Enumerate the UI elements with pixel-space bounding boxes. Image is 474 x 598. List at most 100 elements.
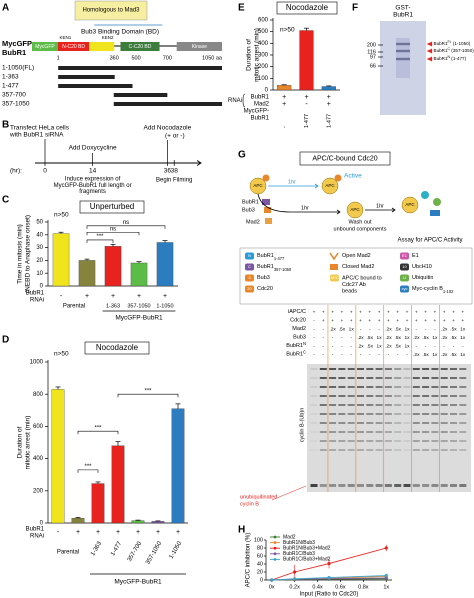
gel-band <box>403 368 411 370</box>
gel-band <box>422 422 430 424</box>
gel-band <box>459 377 467 379</box>
gel-cell: .2x <box>441 352 448 358</box>
gel-band <box>431 484 439 487</box>
gel-cell: .5x <box>394 326 401 332</box>
gel-cell: 1x <box>377 343 383 349</box>
y-axis-label: (NEBD to Anaphase onset) <box>25 215 32 293</box>
y-axis-label: Time in mitosis (min) <box>17 224 24 284</box>
band <box>396 42 410 46</box>
row-cell: - <box>305 101 308 108</box>
gel-band <box>384 431 392 433</box>
gel-band <box>329 413 337 415</box>
gel-cell: - <box>397 353 399 358</box>
significance-bracket <box>86 239 114 243</box>
label-part: BubR1 <box>286 343 303 349</box>
gel-band <box>450 431 457 433</box>
gel-cell: + <box>461 319 464 324</box>
row-cell: + <box>76 529 80 536</box>
gel-cell: - <box>341 353 343 358</box>
label-part: BubR1 <box>434 56 448 61</box>
label-part: BubR1 <box>434 48 448 53</box>
label-sub: 357-1050 <box>274 267 292 272</box>
gel-band <box>310 386 318 388</box>
gel-cell: + <box>406 319 409 324</box>
gel-band <box>319 422 327 424</box>
gel-cell: 1x <box>432 335 438 341</box>
gel-cell: + <box>322 310 325 315</box>
row-label: BubR1 <box>26 291 45 297</box>
label-part: Closed Mad2 <box>342 264 374 270</box>
gel-band <box>440 377 448 379</box>
gel-cell: .5x <box>422 335 429 341</box>
fragment-bar <box>58 66 222 70</box>
gel-band <box>403 431 411 433</box>
gel-band <box>459 449 467 451</box>
gel-band <box>412 386 420 388</box>
gel-cell: + <box>359 310 362 315</box>
gel-band <box>366 413 374 415</box>
gel-band <box>329 484 337 487</box>
label: APC <box>325 183 335 188</box>
point <box>327 576 331 580</box>
gel-cell: + <box>387 310 390 315</box>
row-cell: 1-477 <box>326 114 332 128</box>
title-box <box>84 341 150 355</box>
row-cell: + <box>163 293 167 300</box>
gel-band <box>440 395 448 397</box>
legend-icon <box>330 264 338 270</box>
gel-band <box>319 431 327 433</box>
gel-band <box>310 440 318 442</box>
gel-band <box>338 368 346 370</box>
y-tick-label: 40 <box>257 561 263 567</box>
gel-band <box>450 449 457 451</box>
row-label: Mad2 <box>254 102 270 108</box>
gel-band <box>422 449 430 451</box>
gel-band <box>347 404 355 406</box>
label: Cdc27 Ab <box>342 282 366 288</box>
gel-cell: - <box>388 353 390 358</box>
label-part: Myc-cyclin B <box>412 286 443 292</box>
gel-band <box>422 395 430 397</box>
gel-cell: + <box>461 310 464 315</box>
gel-band <box>422 386 430 388</box>
gel-band <box>450 484 457 487</box>
legend-marker <box>273 552 277 556</box>
gel-cell: + <box>387 319 390 324</box>
bar <box>51 389 65 524</box>
gel-cell: - <box>415 327 417 332</box>
gel-band <box>366 422 374 424</box>
panel-label: F <box>352 3 358 14</box>
label-part: Bub3 <box>257 275 270 281</box>
gel-band <box>431 386 439 388</box>
gel-cell: .5x <box>367 343 374 349</box>
gel-band <box>366 386 374 388</box>
label: Bub3 <box>242 207 255 213</box>
note: n>50 <box>54 351 69 358</box>
gel-cell: .5x <box>450 352 457 358</box>
label: 200 <box>367 42 376 48</box>
group-label: Parental <box>63 304 85 310</box>
panel-label: C <box>2 195 9 206</box>
gel-band <box>440 440 448 442</box>
gel-cell: - <box>313 353 315 358</box>
gel-cell: - <box>332 344 334 349</box>
label: 1hr <box>376 203 384 209</box>
label-sup: N <box>448 55 451 59</box>
point <box>384 574 388 578</box>
label: APC <box>350 207 360 212</box>
label: UbcH10 <box>412 264 432 270</box>
label-part: Ubiquitin <box>412 275 433 281</box>
gel-band <box>450 440 457 442</box>
gel-band <box>338 386 346 388</box>
gel-band <box>357 413 364 415</box>
y-tick-label: 40 <box>36 232 43 238</box>
bar <box>277 85 292 91</box>
gel-band <box>422 431 430 433</box>
gel-cell: - <box>453 344 455 349</box>
label: unubiquitinated <box>240 494 277 500</box>
gel-band <box>319 440 327 442</box>
label-part: BubR1 <box>434 41 448 46</box>
gel-band <box>329 395 337 397</box>
bub3-icon <box>264 207 271 213</box>
gel-cell: - <box>322 327 324 332</box>
